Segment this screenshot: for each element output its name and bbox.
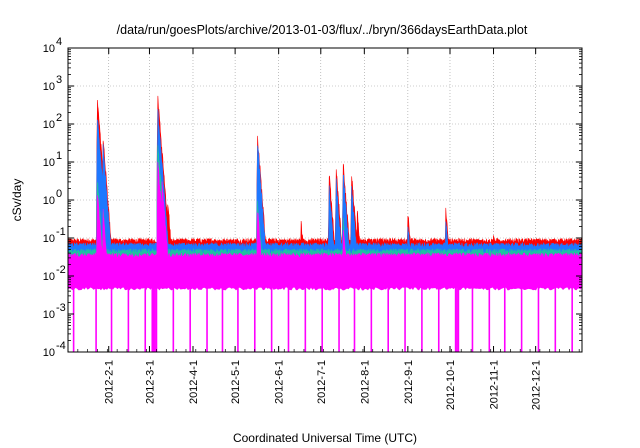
- dropout-spike: [110, 285, 113, 352]
- y-tick-label: 10: [43, 309, 55, 321]
- dropout-spike: [237, 285, 239, 352]
- dropout-spike: [338, 285, 340, 352]
- dropout-spike: [456, 285, 458, 352]
- dropout-spike: [72, 285, 75, 352]
- y-axis-label: cSv/day: [10, 179, 24, 222]
- y-tick-label: 10: [43, 81, 55, 93]
- y-tick-label: 10: [43, 195, 55, 207]
- y-tick-label: 10: [43, 233, 55, 245]
- y-tick-label: 10: [43, 347, 55, 359]
- dropout-spike: [144, 285, 147, 352]
- dropout-spike: [270, 285, 273, 352]
- y-tick-label: 10: [43, 271, 55, 283]
- dropout-spike: [404, 285, 406, 352]
- x-tick-label: 2012-6-1: [274, 360, 286, 404]
- y-tick-exponent: -4: [56, 340, 66, 352]
- dropout-spike: [189, 285, 191, 352]
- dropout-spike: [155, 285, 158, 352]
- y-tick-exponent: -2: [56, 264, 66, 276]
- y-tick-label: 10: [43, 43, 55, 55]
- plot-area: [67, 95, 583, 353]
- y-tick-exponent: 0: [56, 188, 62, 200]
- dropout-spike: [554, 285, 557, 352]
- x-tick-label: 2012-2-1: [104, 360, 116, 404]
- dropout-spike: [304, 285, 307, 352]
- dropout-spike: [221, 285, 224, 352]
- dropout-spike: [206, 285, 208, 352]
- x-tick-label: 2012-8-1: [359, 360, 371, 404]
- dropout-spike: [151, 285, 154, 352]
- x-tick-label: 2012-12-1: [531, 360, 543, 410]
- y-tick-exponent: -3: [56, 302, 66, 314]
- dropout-spike: [503, 285, 506, 352]
- chart-title: /data/run/goesPlots/archive/2013-01-03/f…: [117, 23, 528, 37]
- dropout-spike: [253, 285, 256, 352]
- y-tick-exponent: 1: [56, 150, 62, 162]
- dropout-spike: [387, 285, 389, 352]
- x-tick-label: 2012-3-1: [144, 360, 156, 404]
- x-tick-label: 2012-10-1: [445, 360, 457, 410]
- y-tick-exponent: 3: [56, 74, 62, 86]
- dropout-spike: [154, 285, 156, 352]
- dropout-spike: [537, 285, 540, 352]
- dropout-spike: [172, 285, 175, 352]
- magenta-floor-edge: [68, 285, 582, 291]
- dropout-spike: [353, 285, 356, 352]
- dropout-spike: [457, 285, 460, 352]
- dropout-spike: [471, 285, 474, 352]
- y-tick-label: 10: [43, 157, 55, 169]
- y-tick-exponent: -1: [56, 226, 66, 238]
- x-axis-label: Coordinated Universal Time (UTC): [233, 431, 417, 445]
- dropout-spike: [370, 285, 373, 352]
- dropout-spike: [520, 285, 523, 352]
- dropout-spike: [437, 285, 440, 352]
- y-tick-exponent: 4: [56, 36, 62, 48]
- dropout-spike: [421, 285, 423, 352]
- x-tick-label: 2012-11-1: [489, 360, 501, 409]
- dropout-spike: [95, 285, 97, 352]
- x-tick-label: 2012-4-1: [188, 360, 200, 404]
- dropout-spike: [454, 285, 457, 352]
- x-tick-label: 2012-7-1: [316, 360, 328, 404]
- dropout-spike: [321, 285, 323, 352]
- y-tick-exponent: 2: [56, 112, 62, 124]
- x-tick-label: 2012-9-1: [403, 360, 415, 404]
- dropout-spike: [571, 285, 573, 352]
- x-tick-label: 2012-5-1: [230, 360, 242, 404]
- dropout-spike: [488, 285, 491, 352]
- dropout-spike: [287, 285, 290, 352]
- y-tick-label: 10: [43, 119, 55, 131]
- dropout-spike: [127, 285, 130, 352]
- x-axis: 2012-2-1 2012-3-1 2012-4-1 2012-5-1 2012-6-1…: [67, 48, 580, 410]
- dropout-spike: [152, 285, 155, 352]
